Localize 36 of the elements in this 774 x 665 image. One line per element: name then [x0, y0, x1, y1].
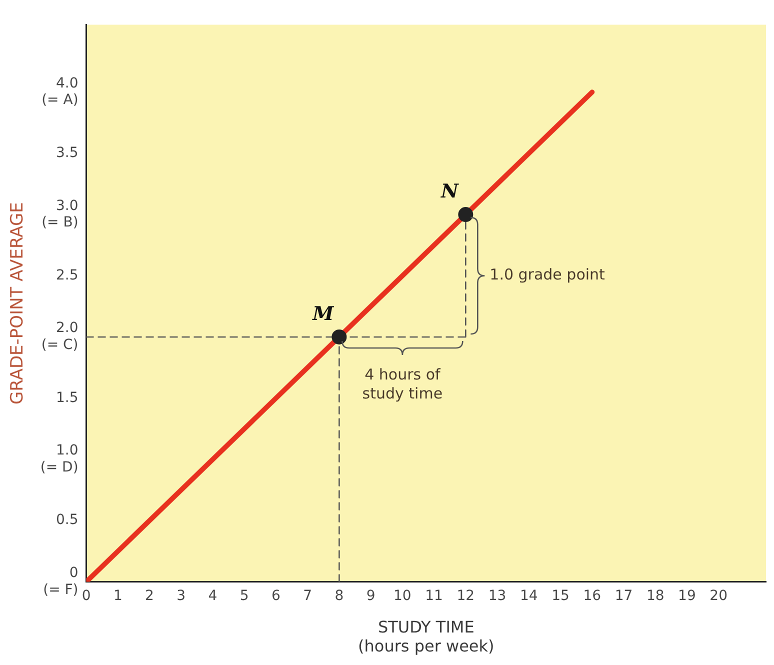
x-tick-label: 8 [334, 588, 344, 604]
x-tick-label: 16 [583, 588, 602, 604]
y-tick-label: 2.0 (= C) [41, 320, 78, 354]
x-tick-label: 6 [272, 588, 281, 604]
x-tick-label: 10 [394, 588, 412, 604]
y-tick-label: 1.0 (= D) [40, 442, 78, 476]
x-tick-label: 4 [208, 588, 218, 604]
x-tick-label: 1 [113, 588, 122, 604]
x-tick-label: 13 [488, 588, 506, 604]
x-tick-label: 17 [614, 588, 633, 604]
y-axis-title: GRADE-POINT AVERAGE [8, 202, 28, 404]
y-tick-label: 3.5 [56, 144, 78, 161]
y-tick-label: 0.5 [56, 512, 78, 528]
annotation: 1.0 grade point [490, 266, 606, 284]
y-tick-label: 3.0 (= B) [42, 198, 78, 231]
y-tick-label: 1.5 [56, 390, 78, 406]
x-tick-label: 9 [366, 588, 376, 604]
x-tick-label: 3 [176, 588, 186, 604]
x-tick-label: 5 [240, 588, 249, 604]
annotation: M [312, 302, 335, 325]
x-tick-label: 18 [646, 588, 664, 604]
x-tick-label: 2 [145, 588, 154, 604]
x-tick-label: 19 [678, 588, 696, 604]
y-tick-label: 4.0 (= A) [42, 75, 78, 108]
x-axis-title: STUDY TIME (hours per week) [358, 617, 494, 656]
x-tick-label: 12 [456, 588, 475, 604]
y-tick-label: 2.5 [56, 267, 78, 284]
y-tick-label: 0 (= F) [43, 565, 78, 598]
x-tick-label: 7 [303, 588, 312, 604]
x-tick-label: 0 [82, 588, 91, 604]
annotation: N [440, 180, 459, 202]
x-tick-label: 11 [425, 588, 443, 604]
annotation: 4 hours of study time [362, 365, 443, 402]
x-tick-label: 20 [710, 588, 728, 604]
x-tick-label: 14 [520, 588, 538, 604]
x-tick-label: 15 [552, 588, 570, 604]
